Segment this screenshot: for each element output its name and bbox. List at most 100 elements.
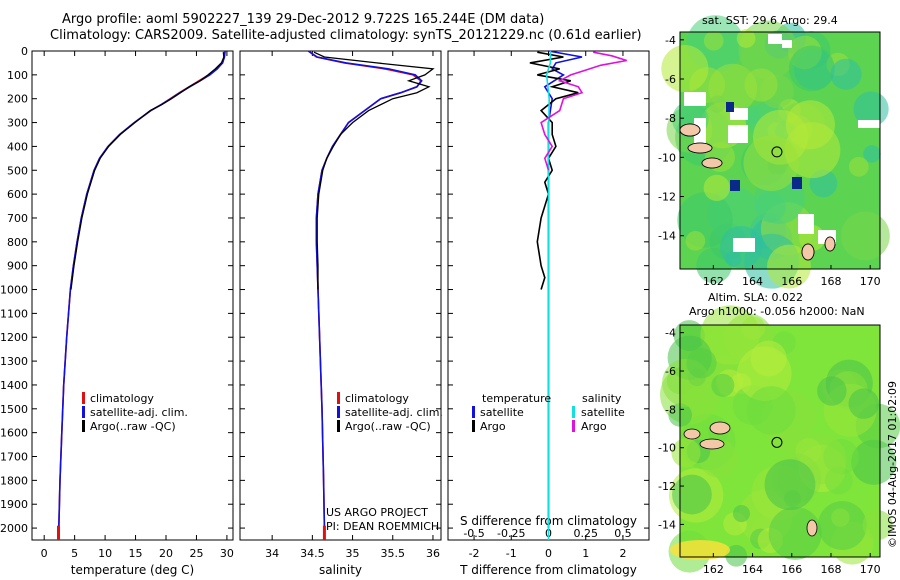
map-field-blob	[736, 29, 756, 48]
map-field-blob	[863, 145, 881, 163]
x-tick-label: 34	[265, 547, 279, 560]
map-field-blob	[817, 376, 847, 406]
map-field-blob	[743, 135, 800, 191]
cold-pixel	[792, 177, 802, 189]
legend-sal-satellite: satellite-adj. clim.	[345, 406, 443, 419]
lat-tick-label: -10	[658, 442, 676, 455]
salinity-panel: 34 34.5 35 35.5 36 salinity	[239, 50, 442, 577]
s-tick-label: 0.5	[614, 527, 632, 540]
depth-tick-label: 1600	[0, 427, 28, 440]
plot-frame-0	[31, 50, 234, 541]
lat-tick-label: -14	[658, 230, 676, 243]
legend-argo-swatch	[82, 420, 85, 432]
map-field-blob	[783, 490, 801, 508]
no-data-patch	[733, 238, 755, 252]
credit-project: US ARGO PROJECT	[326, 506, 428, 519]
map-field-blob	[747, 386, 796, 435]
x-tick-label: -2	[469, 547, 480, 560]
map-field-blob	[831, 508, 850, 527]
island-shape	[806, 519, 818, 537]
map-field-blob	[862, 510, 893, 541]
x-tick-label: 15	[129, 547, 143, 560]
lon-tick-label: 168	[820, 275, 841, 288]
depth-tick-label: 1800	[0, 474, 28, 487]
lon-tick-label: 162	[703, 563, 724, 576]
map-field-blob	[685, 230, 706, 251]
depth-tick-label: 1100	[0, 307, 28, 320]
island-shape	[709, 421, 731, 435]
title-line-1: Argo profile: aoml 5902227_139 29-Dec-20…	[62, 12, 545, 27]
x-tick-label: 10	[98, 547, 112, 560]
depth-tick-label: 200	[7, 93, 28, 106]
depth-tick-label: 2000	[0, 522, 28, 535]
map-field-blob	[851, 439, 897, 485]
no-data-patch	[768, 34, 782, 44]
x-tick-label: 35	[346, 547, 360, 560]
cold-pixel	[726, 102, 734, 112]
x-tick-label: 20	[159, 547, 173, 560]
depth-tick-label: 1300	[0, 355, 28, 368]
map-field-blob	[840, 211, 890, 261]
x-tick-label: 25	[189, 547, 203, 560]
map-field-blob	[767, 244, 811, 289]
series-line-argo-raw-qc-	[313, 51, 435, 290]
map-field-blob	[788, 45, 835, 92]
legend-climatology-swatch	[82, 392, 85, 404]
lon-tick-label: 170	[860, 563, 881, 576]
legend-s-argo: Argo	[581, 420, 607, 433]
lat-tick-label: -12	[658, 480, 676, 493]
timestamp: ©IMOS 04-Aug-2017 01:02:09	[886, 381, 899, 548]
x-axis-label: salinity	[319, 563, 362, 577]
lat-tick-label: -8	[665, 403, 676, 416]
s-tick-label: -0.5	[463, 527, 484, 540]
float-location-marker	[771, 436, 783, 448]
no-data-patch	[798, 214, 814, 234]
x-tick-label: 2	[619, 547, 626, 560]
legend-t-argo: Argo	[480, 420, 506, 433]
s-tick-label: 0.25	[573, 527, 598, 540]
legend-argo: Argo(..raw -QC)	[90, 420, 176, 433]
depth-tick-label: 100	[7, 69, 28, 82]
map-field-blob	[686, 348, 717, 379]
legend-climatology: climatology	[90, 392, 154, 405]
depth-tick-label: 1900	[0, 498, 28, 511]
legend-s-argo-swatch	[572, 420, 575, 432]
legend-t-satellite: satellite	[480, 406, 524, 419]
map-field-blob	[661, 45, 709, 93]
no-data-patch	[730, 108, 748, 120]
series-line-argo-raw-qc-	[70, 52, 225, 290]
legend-t-argo-swatch	[472, 420, 475, 432]
legend-s-satellite-swatch	[572, 406, 575, 418]
lon-tick-label: 166	[781, 275, 802, 288]
island-shape	[687, 142, 713, 154]
depth-tick-label: 600	[7, 188, 28, 201]
island-shape	[699, 438, 725, 450]
map-field-blob	[672, 474, 712, 515]
x-axis-label: temperature (deg C)	[71, 563, 194, 577]
legend-sal-argo: Argo(..raw -QC)	[345, 420, 431, 433]
temperature-legend: climatology satellite-adj. clim. Argo(..…	[82, 392, 188, 433]
lon-tick-label: 168	[820, 563, 841, 576]
map-field-blob	[830, 58, 862, 90]
map-field-blob	[711, 373, 735, 397]
depth-tick-label: 700	[7, 212, 28, 225]
map-field-blob	[744, 68, 778, 102]
map-field-blob	[848, 388, 880, 419]
map-field-blob	[725, 544, 748, 567]
island-shape	[701, 157, 723, 169]
island-shape	[824, 236, 836, 252]
lat-tick-label: -12	[658, 191, 676, 204]
depth-tick-label: 400	[7, 140, 28, 153]
island-shape	[801, 243, 815, 261]
x-tick-label: 30	[220, 547, 234, 560]
depth-tick-label: 1200	[0, 331, 28, 344]
depth-tick-label: 1500	[0, 403, 28, 416]
map-field-blob	[732, 505, 750, 523]
lat-tick-label: -8	[665, 112, 676, 125]
map-field-blob	[848, 156, 869, 177]
temperature-panel: 0100200300400500600700800900100011001200…	[0, 45, 234, 577]
x-tick-label: -1	[506, 547, 517, 560]
sla-map-title-1: Altim. SLA: 0.022	[708, 291, 803, 304]
